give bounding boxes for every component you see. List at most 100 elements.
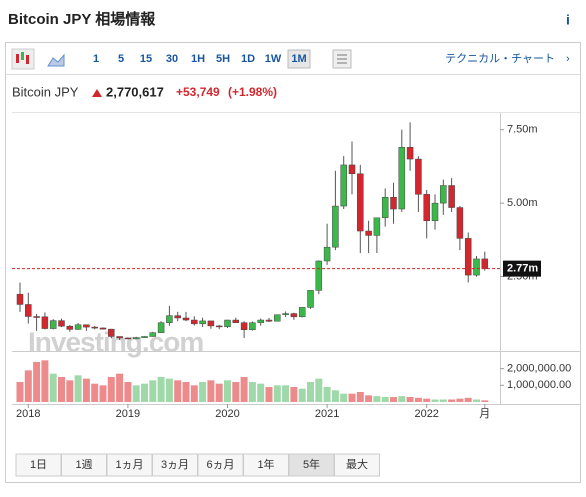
area-icon[interactable]	[47, 53, 65, 67]
x-tick-label: 2020	[215, 408, 239, 420]
card	[5, 42, 581, 483]
candle-body	[132, 337, 140, 340]
volume-bar	[390, 397, 397, 402]
volume-bar	[315, 378, 323, 402]
candle-body	[83, 324, 90, 328]
info-icon[interactable]	[559, 11, 577, 29]
volume-bar	[165, 378, 173, 402]
candle-body	[141, 336, 148, 338]
volume-bar	[107, 377, 115, 402]
x-tick-label: 2019	[116, 408, 140, 420]
candle-body	[373, 217, 381, 236]
volume-bar	[190, 385, 198, 402]
volume-bar	[215, 383, 223, 402]
candle-body	[415, 158, 422, 195]
interval-button[interactable]: 1D	[241, 53, 255, 65]
technical-link[interactable]: テクニカル・チャート	[445, 52, 555, 65]
range-label: 1ヵ月	[115, 459, 143, 471]
volume-bar	[431, 399, 439, 402]
candle-body	[215, 325, 223, 328]
candle-body	[99, 327, 107, 330]
candle-body	[440, 185, 447, 204]
volume-bar	[323, 387, 331, 402]
volume-bar	[356, 392, 364, 402]
x-tick-label: 2018	[16, 408, 40, 420]
candle-body	[174, 315, 181, 319]
last-price-box	[503, 260, 541, 277]
candle-body	[431, 202, 439, 221]
volume-bar	[24, 370, 32, 402]
range-group: 1日 1週 1ヵ月 3ヵ月 6ヵ月 1年 5年 最大	[15, 453, 380, 477]
volume-bar	[74, 375, 82, 402]
candle-body	[456, 207, 464, 239]
interval-button[interactable]: 1H	[191, 53, 205, 65]
volume-bar	[406, 397, 414, 402]
volume-bar	[82, 378, 90, 402]
range-label: 1年	[257, 457, 274, 471]
candle-icon[interactable]	[11, 48, 35, 70]
volume-bar	[141, 383, 148, 402]
candle-body	[249, 322, 256, 330]
candle-body	[207, 320, 215, 327]
volume-bar	[365, 395, 373, 402]
volume-bar	[240, 377, 248, 402]
interval-button[interactable]: 1M	[291, 53, 306, 65]
volume-bar	[132, 385, 140, 402]
volume-bar	[473, 399, 480, 402]
range-label: 3ヵ月	[161, 459, 189, 471]
range-label: 1日	[30, 459, 47, 471]
volume-tick-label: 2,000,000.00	[507, 363, 571, 375]
volume-bar	[331, 390, 339, 402]
volume-bar	[423, 398, 431, 402]
volume-bar	[307, 382, 314, 402]
x-tick-label: 月	[479, 408, 490, 420]
volume-bar	[174, 380, 182, 402]
volume-bar	[273, 385, 281, 402]
volume-tick-label: 1,000,000.00	[507, 379, 571, 391]
volume-bar	[116, 373, 124, 402]
volume-bar	[224, 380, 231, 402]
candle-body	[16, 293, 24, 305]
candle-body	[157, 322, 165, 333]
volume-bar	[265, 387, 273, 402]
x-tick-label: 2022	[414, 408, 438, 420]
interval-button[interactable]: 15	[140, 53, 152, 65]
interval-group: 1 5 15 30 1H 5H 1D 1W 1M	[93, 49, 311, 69]
y-tick-label: 7.50m	[507, 124, 538, 136]
volume-bar	[66, 380, 74, 402]
candle-body	[224, 319, 231, 328]
interval-button[interactable]: 30	[166, 53, 178, 65]
watermark: Investing.com	[28, 326, 203, 357]
range-button[interactable]	[334, 453, 380, 477]
range-label: 5年	[303, 457, 320, 471]
candle-body	[348, 164, 356, 174]
y-tick-label: 5.00m	[507, 197, 538, 209]
volume-bar	[149, 380, 157, 402]
interval-button[interactable]: 1	[93, 53, 99, 65]
volume-bar	[232, 382, 240, 402]
candle-body	[199, 320, 206, 325]
x-tick-label: 2021	[315, 408, 339, 420]
interval-active	[287, 49, 311, 69]
volume-bar	[414, 397, 422, 402]
volume-bar	[182, 382, 190, 402]
interval-button[interactable]: 5	[118, 53, 124, 65]
volume-bar	[199, 382, 207, 402]
candle-body	[340, 164, 347, 207]
volume-bar	[448, 399, 456, 402]
interval-button[interactable]: 5H	[216, 53, 230, 65]
interval-button[interactable]: 1W	[265, 53, 282, 65]
volume-bar	[16, 382, 24, 402]
volume-bar	[33, 362, 41, 402]
candle-body	[448, 185, 455, 208]
candle-body	[91, 326, 98, 329]
candle-body	[232, 319, 240, 323]
candle-body	[74, 324, 82, 330]
candle-body	[41, 316, 49, 329]
last-price-label: 2.77m	[507, 263, 538, 275]
volume-bar	[464, 397, 472, 402]
settings-icon[interactable]	[332, 49, 352, 69]
candle-body	[116, 336, 123, 339]
candle-body	[464, 238, 472, 276]
